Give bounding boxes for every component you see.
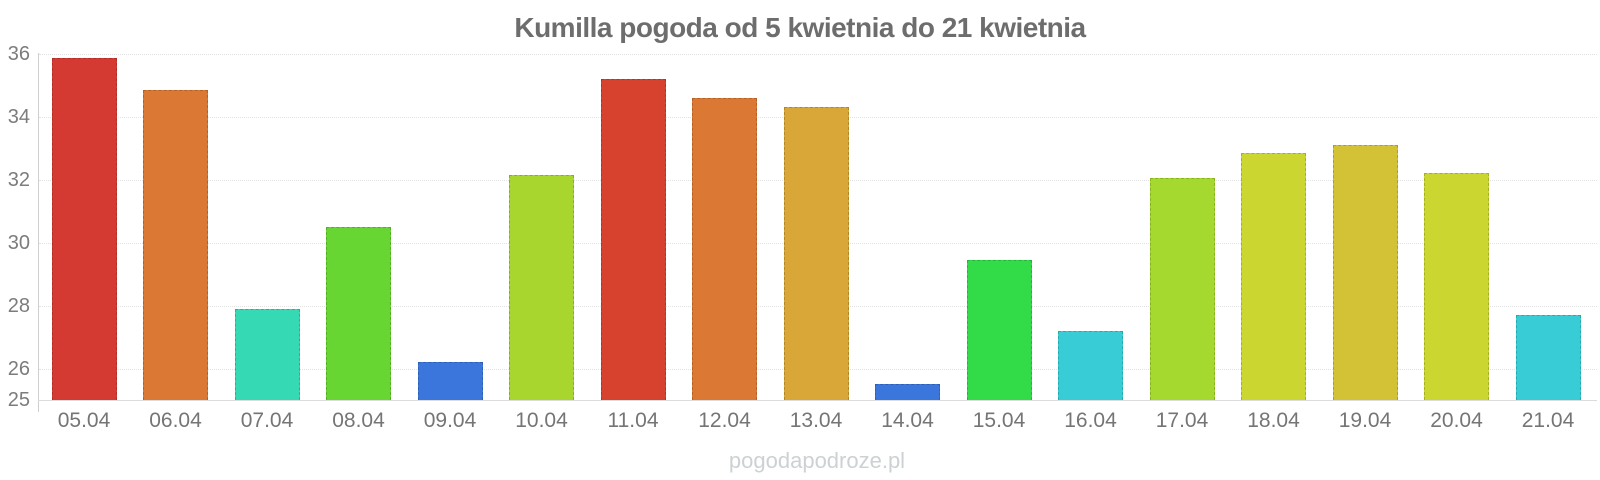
y-axis-label: 26 <box>7 357 30 380</box>
bar-15.04[interactable] <box>966 259 1032 400</box>
x-axis-label: 14.04 <box>881 409 934 432</box>
x-axis-label: 11.04 <box>607 409 659 432</box>
x-axis-label: 08.04 <box>332 409 385 432</box>
bar-10.04[interactable] <box>509 174 574 400</box>
y-axis-label: 28 <box>7 294 30 317</box>
bar-13.04[interactable] <box>783 107 849 400</box>
bar-05.04[interactable] <box>51 58 117 400</box>
x-axis-baseline <box>38 400 1597 401</box>
y-axis-label: 36 <box>7 42 30 65</box>
bar-12.04[interactable] <box>692 97 757 400</box>
bar-14.04[interactable] <box>875 384 940 400</box>
x-axis-label: 05.04 <box>57 409 111 432</box>
y-axis-label: 30 <box>7 231 30 254</box>
watermark: pogodapodroze.pl <box>728 448 906 473</box>
x-axis-label: 20.04 <box>1430 409 1483 432</box>
y-axis-label: 34 <box>7 105 30 128</box>
bar-16.04[interactable] <box>1058 330 1123 400</box>
x-axis-label: 12.04 <box>698 409 751 432</box>
bar-11.04[interactable] <box>600 78 666 400</box>
x-axis-label: 15.04 <box>972 409 1026 432</box>
x-axis-label: 18.04 <box>1247 409 1300 432</box>
x-axis-label: 19.04 <box>1338 409 1392 432</box>
x-axis-label: 06.04 <box>149 409 202 432</box>
bar-21.04[interactable] <box>1515 314 1581 400</box>
bar-08.04[interactable] <box>326 226 391 400</box>
x-axis-label: 13.04 <box>789 409 843 432</box>
x-axis-label: 09.04 <box>423 409 477 432</box>
x-axis-label: 16.04 <box>1064 409 1117 432</box>
bar-09.04[interactable] <box>417 362 483 400</box>
gridline <box>39 53 1597 55</box>
bar-17.04[interactable] <box>1149 177 1215 400</box>
x-axis-label: 17.04 <box>1155 409 1209 432</box>
y-axis-line <box>38 53 39 412</box>
x-axis-label: 07.04 <box>240 409 294 432</box>
chart-title: Kumilla pogoda od 5 kwietnia do 21 kwiet… <box>514 12 1086 43</box>
x-axis-label: 10.04 <box>515 409 568 432</box>
x-axis-label: 21.04 <box>1521 409 1575 432</box>
y-axis-label: 32 <box>7 168 30 191</box>
y-axis-label: 25 <box>7 389 30 411</box>
bar-06.04[interactable] <box>143 89 208 400</box>
bar-20.04[interactable] <box>1424 173 1489 400</box>
bar-07.04[interactable] <box>234 308 300 400</box>
bar-18.04[interactable] <box>1241 152 1306 400</box>
bar-19.04[interactable] <box>1332 144 1398 400</box>
